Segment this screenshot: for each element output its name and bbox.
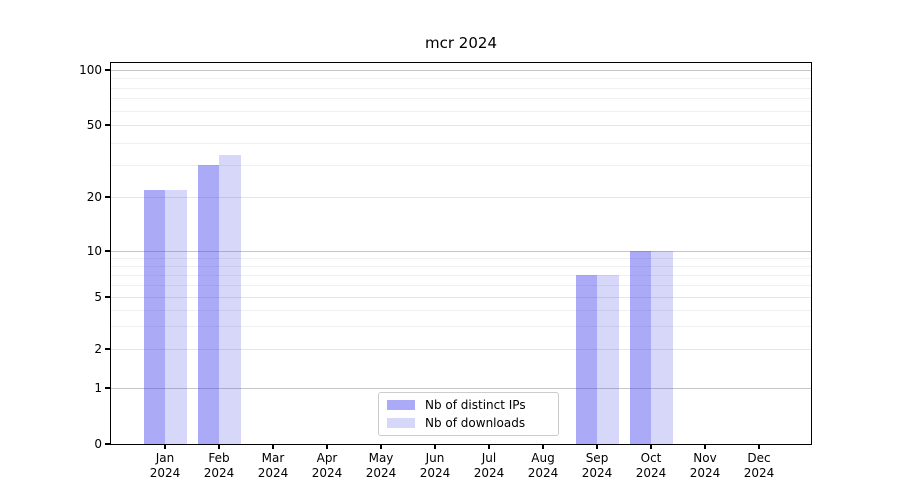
legend: Nb of distinct IPs Nb of downloads [378, 392, 559, 436]
bar-downloads-jan [165, 189, 187, 444]
gridline-minor-40 [111, 142, 811, 144]
ytick-mark-100 [105, 69, 110, 71]
xtick-mark-oct [650, 444, 652, 449]
plot-area [110, 62, 812, 445]
xtick-mark-jan [164, 444, 166, 449]
legend-item-downloads: Nb of downloads [387, 416, 550, 430]
ytick-mark-1 [105, 387, 110, 389]
ytick-mark-10 [105, 250, 110, 252]
gridline-minor-60 [111, 110, 811, 112]
bar-distinct-ips-feb [197, 165, 219, 444]
bar-downloads-oct [651, 251, 673, 444]
ytick-label-50: 50 [86, 118, 102, 132]
ytick-label-1: 1 [94, 381, 102, 395]
legend-label-downloads: Nb of downloads [425, 415, 526, 430]
gridline-sub-2 [111, 349, 811, 350]
ytick-mark-2 [105, 348, 110, 350]
ytick-mark-0 [105, 443, 110, 445]
gridline-sub-50 [111, 125, 811, 126]
xtick-label-sep: Sep 2024 [581, 451, 613, 480]
xtick-label-jul: Jul 2024 [473, 451, 505, 480]
legend-swatch-distinct-ips [387, 400, 415, 411]
bar-distinct-ips-oct [629, 251, 651, 444]
xtick-label-aug: Aug 2024 [527, 451, 559, 480]
xtick-label-mar: Mar 2024 [257, 451, 289, 480]
ytick-mark-20 [105, 196, 110, 198]
legend-item-distinct-ips: Nb of distinct IPs [387, 398, 550, 412]
xtick-mark-mar [272, 444, 274, 449]
xtick-label-nov: Nov 2024 [689, 451, 721, 480]
xtick-mark-nov [704, 444, 706, 449]
gridline-minor-7 [111, 274, 811, 276]
xtick-mark-feb [218, 444, 220, 449]
xtick-label-may: May 2024 [365, 451, 397, 480]
bar-downloads-sep [597, 274, 619, 444]
ytick-mark-50 [105, 124, 110, 126]
legend-label-distinct-ips: Nb of distinct IPs [425, 398, 526, 413]
xtick-label-oct: Oct 2024 [635, 451, 667, 480]
chart-title: mcr 2024 [425, 34, 497, 52]
bar-distinct-ips-sep [575, 274, 597, 444]
gridline-minor-30 [111, 165, 811, 167]
bar-distinct-ips-jan [143, 189, 165, 444]
legend-swatch-downloads [387, 417, 415, 428]
gridline-minor-9 [111, 257, 811, 259]
gridline-minor-6 [111, 284, 811, 286]
xtick-mark-jun [434, 444, 436, 449]
bar-downloads-feb [219, 155, 241, 444]
gridline-minor-70 [111, 98, 811, 100]
ytick-label-5: 5 [94, 290, 102, 304]
ytick-label-2: 2 [94, 342, 102, 356]
xtick-mark-apr [326, 444, 328, 449]
gridline-sub-5 [111, 297, 811, 298]
xtick-mark-jul [488, 444, 490, 449]
ytick-label-100: 100 [79, 63, 102, 77]
ytick-mark-5 [105, 296, 110, 298]
gridline-minor-8 [111, 265, 811, 267]
gridline-minor-3 [111, 325, 811, 327]
xtick-label-jan: Jan 2024 [149, 451, 181, 480]
xtick-mark-sep [596, 444, 598, 449]
xtick-label-dec: Dec 2024 [743, 451, 775, 480]
xtick-mark-aug [542, 444, 544, 449]
gridline-sub-20 [111, 197, 811, 198]
xtick-label-feb: Feb 2024 [203, 451, 235, 480]
xtick-label-jun: Jun 2024 [419, 451, 451, 480]
ytick-label-20: 20 [86, 190, 102, 204]
gridline-minor-4 [111, 309, 811, 311]
gridline-major-1 [111, 388, 811, 389]
xtick-mark-may [380, 444, 382, 449]
ytick-label-10: 10 [86, 244, 102, 258]
xtick-mark-dec [758, 444, 760, 449]
gridline-minor-90 [111, 78, 811, 80]
xtick-label-apr: Apr 2024 [311, 451, 343, 480]
gridline-major-100 [111, 70, 811, 71]
gridline-minor-80 [111, 87, 811, 89]
ytick-label-0: 0 [94, 437, 102, 451]
gridline-major-10 [111, 251, 811, 252]
